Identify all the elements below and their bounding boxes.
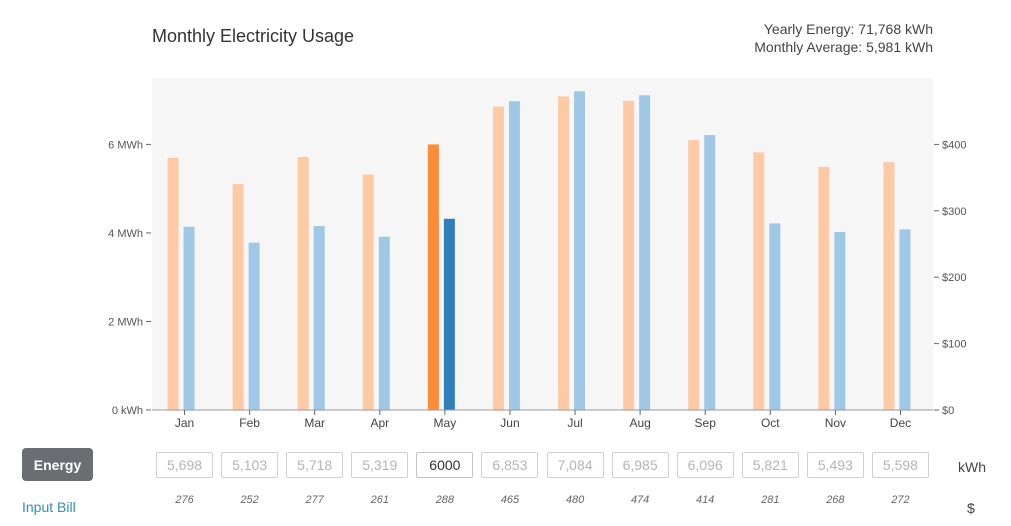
month-label: Dec [890,416,911,430]
energy-bar-oct [753,152,765,410]
cost-bar-feb [248,242,260,410]
kwh-unit-label: kWh [958,459,986,475]
cost-value-sep: 414 [696,494,715,506]
month-label: Oct [761,416,780,430]
energy-bar-feb [232,184,244,410]
kwh-input-nov[interactable]: 5,493 [806,452,864,478]
cost-bar-oct [769,223,781,410]
kwh-input-jul[interactable]: 7,084 [546,452,604,478]
kwh-input-dec[interactable]: 5,598 [871,452,929,478]
left-axis-label: 0 kWh [112,405,143,417]
cost-bar-apr [378,236,390,410]
energy-bar-apr [362,174,374,410]
energy-bar-jan [167,157,179,410]
cost-bar-jan [183,226,195,410]
cost-value-oct: 281 [761,494,780,506]
month-label: Aug [629,416,650,430]
cost-value-jun: 465 [500,494,520,506]
cost-bar-jul [574,91,586,410]
energy-button[interactable]: Energy [22,448,93,481]
left-axis-label: 4 MWh [108,228,143,240]
kwh-input-mar[interactable]: 5,718 [286,452,344,478]
right-axis-label: $100 [942,339,966,351]
cost-bar-may [443,218,455,410]
energy-bar-aug [623,100,635,410]
input-bill-link[interactable]: Input Bill [22,499,76,515]
cost-bar-nov [834,232,846,410]
energy-bar-jul [558,96,570,411]
chart-title: Monthly Electricity Usage [152,26,355,46]
cost-value-may: 288 [435,494,455,506]
cost-value-aug: 474 [630,494,650,506]
plot-background [152,78,933,410]
month-label: Jan [175,416,194,430]
month-label: Nov [825,416,846,430]
kwh-input-apr[interactable]: 5,319 [351,452,409,478]
monthly-average: Monthly Average: 5,981 kWh [754,39,933,55]
right-axis-label: $400 [942,139,966,151]
cost-value-apr: 261 [370,494,389,506]
usd-unit-label: $ [967,500,975,516]
energy-bar-mar [297,156,309,410]
cost-value-nov: 268 [826,494,845,506]
left-axis-label: 2 MWh [108,316,143,328]
yearly-energy: Yearly Energy: 71,768 kWh [763,21,933,37]
month-label: May [434,416,457,430]
kwh-input-jun[interactable]: 6,853 [481,452,539,478]
cost-value-mar: 277 [305,494,324,506]
month-label: Feb [239,416,260,430]
cost-value-feb: 252 [240,494,259,506]
kwh-input-may[interactable]: 6000 [416,452,474,478]
usage-chart: 0 kWh 2 MWh 4 MWh 6 MWh $0 $100 $200 $300 $400 Ja… [108,78,967,430]
cost-bar-sep [704,135,716,410]
energy-summary: Yearly Energy: 71,768 kWh Monthly Averag… [754,20,933,56]
cost-value-jan: 276 [175,494,194,506]
month-label: Jun [500,416,519,430]
cost-bar-dec [899,229,911,410]
right-axis-label: $200 [942,272,966,284]
energy-bar-nov [818,166,830,410]
kwh-input-jan[interactable]: 5,698 [156,452,214,478]
kwh-input-feb[interactable]: 5,103 [221,452,279,478]
month-label: Jul [567,416,582,430]
left-axis-label: 6 MWh [108,139,143,151]
cost-bar-mar [313,226,325,410]
energy-bar-sep [688,140,700,411]
energy-bar-dec [883,162,895,410]
cost-bar-aug [639,95,651,410]
month-label: Sep [695,416,717,430]
cost-value-dec: 272 [891,494,910,506]
month-label: Mar [304,416,325,430]
kwh-input-aug[interactable]: 6,985 [611,452,669,478]
kwh-input-oct[interactable]: 5,821 [741,452,799,478]
energy-bar-jun [492,106,504,410]
cost-value-jul: 480 [565,494,585,506]
right-axis-label: $0 [942,405,954,417]
right-axis-label: $300 [942,206,966,218]
cost-bar-jun [508,101,520,411]
energy-bar-may [427,144,439,410]
month-label: Apr [370,416,389,430]
kwh-input-sep[interactable]: 6,096 [676,452,734,478]
